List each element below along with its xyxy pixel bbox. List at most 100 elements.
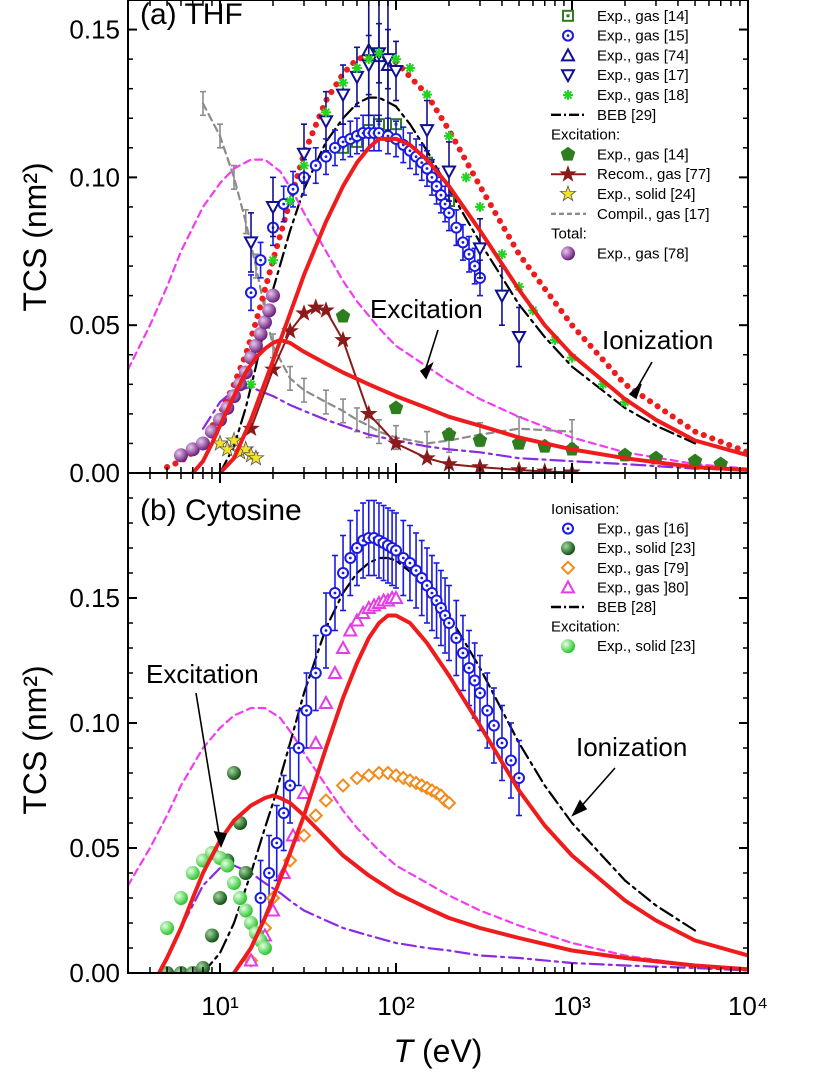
panel-a-y-axis-label: TCS (nm²) [17, 162, 53, 311]
panel-b-series-0-point-center [288, 784, 292, 787]
panel-b-series-0-point-center [435, 599, 438, 602]
panel-b-legend-label: Exp., solid [23] [597, 638, 695, 655]
panel-a-series-6-point [472, 432, 488, 447]
panel-a-series-3-point [243, 236, 259, 251]
panel-a-series-1-point-center [447, 211, 451, 215]
panel-a-series-4-point [268, 255, 279, 266]
panel-a-series-10-point [185, 442, 200, 457]
panel-b-series-5-point [220, 858, 235, 873]
panel-a-series-7-point [307, 298, 325, 315]
panel-a-series-4-point-stroke [475, 202, 485, 212]
panel-b: 0.00 0.05 0.10 0.15 10¹ 10² 10³ 10⁴ (b) Cytosin… [69, 472, 768, 1021]
panel-a-series-10-point [262, 303, 277, 318]
panel-b-ytick-label: 0.00 [69, 958, 120, 988]
panel-b-series-0-point-center [420, 576, 424, 580]
panel-a-series-1-point-center [414, 155, 418, 159]
panel-a-label: (a) THF [140, 0, 243, 31]
panel-a-series-15 [201, 386, 748, 472]
panel-b-series-3-point [243, 952, 259, 967]
panel-b-series-3-point [308, 734, 324, 749]
x-axis-label: T (eV) [394, 1033, 483, 1069]
panel-b-series-2-point [335, 778, 351, 793]
panel-a-annotation-ionization: Ionization [602, 325, 713, 355]
panel-a-series-10-point [248, 338, 263, 353]
panel-b-legend-swatch [561, 541, 575, 556]
panel-a-series-1-point-center [454, 226, 458, 230]
panel-b-series-0-point-center [461, 651, 465, 655]
panel-a-series-9-line [201, 102, 574, 445]
panel-a-series-1-point-center [333, 146, 337, 150]
panel-b-axes: 0.00 0.05 0.10 0.15 10¹ 10² 10³ 10⁴ [69, 472, 768, 1021]
panel-b-legend-label: Exp., solid [23] [597, 540, 695, 557]
panel-a-legend-label: Recom., gas [77] [597, 166, 710, 183]
panel-b-series-0-point-center [492, 724, 496, 727]
panel-a-series-3-point [511, 331, 527, 346]
panel-b-series-0-point-center [473, 679, 477, 682]
panel-a-series-7-point [418, 448, 436, 466]
panel-a-series-3-point [349, 70, 365, 85]
panel-b-ytick-label: 0.05 [69, 833, 120, 863]
panel-b-series-0-point-center [478, 691, 482, 695]
panel-a-series-3-point [335, 88, 351, 103]
panel-b-series-1-point [204, 928, 219, 943]
panel-b-series-0-point-center [314, 671, 318, 675]
panel-a-legend-label: Exp., solid [24] [597, 186, 695, 203]
panel-a-legend-swatch [561, 246, 575, 261]
panel-b-series-0-point-center [341, 571, 345, 575]
panel-a-legend-label: Exp., gas [18] [597, 87, 689, 104]
panel-b-series-6 [232, 613, 748, 973]
panel-b-series-0-point-center [430, 591, 434, 595]
panel-a-legend-swatch [559, 184, 577, 202]
panel-b-series-5-point [226, 876, 241, 890]
panel-b-legend-heading: Ionisation: [551, 501, 619, 518]
panel-b-plot-area [128, 499, 748, 973]
panel-a-series-1-point-center [259, 258, 262, 262]
panel-a-series-4-point [338, 77, 349, 88]
panel-a-legend-label: Exp., gas [14] [597, 8, 689, 25]
panel-b-series-8-line [128, 706, 748, 971]
panel-a-series-1-point-center [425, 167, 429, 170]
panel-a-legend-swatch [559, 164, 577, 182]
panel-a-series-3-point [296, 147, 312, 162]
panel-a-legend-heading: Total: [551, 226, 587, 243]
panel-b-series-2-point [349, 770, 365, 786]
panel-a-series-7-point [317, 301, 335, 318]
panel-a-series-3-point [441, 165, 457, 180]
panel-b-series-3-point [335, 639, 351, 654]
panel-b-series-0-point-center [467, 666, 471, 670]
x-tick-label: 10⁴ [728, 991, 768, 1021]
panel-b-series-0-point-center [454, 636, 458, 640]
panel-a-series-3-point [472, 242, 488, 257]
panel-a-series-4-point-stroke [374, 49, 384, 58]
panel-a-series-4-point [246, 379, 257, 390]
panel-a-series-4-point [298, 160, 309, 171]
panel-a-series-4-point-stroke [444, 131, 454, 141]
panel-a-series-7-point [334, 330, 352, 348]
panel-b-series-3-point [342, 622, 359, 637]
panel-a-plot-area [128, 0, 748, 473]
panel-b-legend-label: Exp., gas [16] [597, 521, 689, 538]
x-tick-label: 10¹ [201, 991, 239, 1021]
panel-b-legend-label: BEB [28] [597, 599, 656, 616]
panel-a-series-4-point-stroke [285, 196, 295, 206]
panel-a-series-1-point-center [439, 193, 443, 197]
panel-a-series-1-point-center [473, 264, 477, 268]
panel-a-series-3-point [265, 200, 281, 216]
panel-a-ytick-label: 0.00 [69, 458, 120, 488]
panel-b-y-axis-label: TCS (nm²) [17, 665, 53, 814]
panel-a-series-4-point [285, 196, 296, 207]
panel-b-series-3-point [349, 612, 365, 627]
panel-a-legend: Ionisation: Exp., gas [14] Exp., gas [15] E… [551, 0, 710, 262]
panel-b-ytick-label: 0.15 [69, 583, 120, 613]
panel-b-series-9-line [157, 864, 748, 973]
panel-b-series-5-point [238, 903, 253, 918]
panel-a-series-4-point-stroke [338, 78, 348, 87]
panel-a-series-10-point [173, 448, 188, 463]
panel-b-series-2-point [361, 768, 377, 783]
panel-a-ytick-label: 0.05 [69, 310, 120, 340]
panel-b-series-5-point [185, 866, 200, 880]
panel-b-series-0-point-center [324, 629, 328, 632]
panel-a-series-4-point [404, 62, 415, 73]
panel-a-legend-label: Exp., gas [78] [597, 245, 689, 262]
panel-a-series-1-point-center [430, 175, 434, 179]
